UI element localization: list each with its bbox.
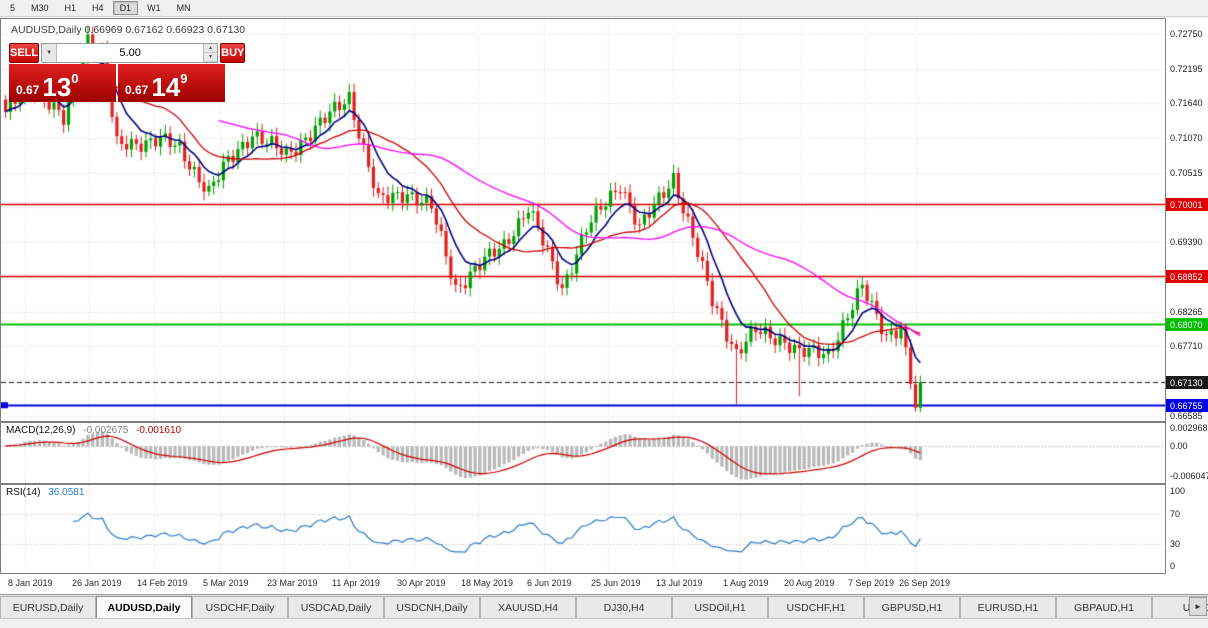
volume-increase-button[interactable]: ▲: [204, 44, 218, 53]
price-axis-label: 0.66585: [1170, 411, 1203, 421]
one-click-trading-panel: SELL ▼ ▲ ▼ BUY 0.67 13 0 0: [9, 43, 246, 102]
chart-tab-xauusd-h4[interactable]: XAUUSD,H4: [480, 596, 576, 619]
macd-name: MACD(12,26,9): [6, 425, 76, 436]
macd-axis-label: 0.00: [1170, 441, 1188, 451]
time-label: 25 Jun 2019: [591, 578, 641, 588]
price-axis-label: 0.72195: [1170, 64, 1203, 74]
buy-price-big: 14: [151, 72, 181, 102]
rsi-axis-label: 0: [1170, 561, 1176, 571]
time-label: 23 Mar 2019: [267, 578, 318, 588]
price-axis-label: 0.72750: [1170, 29, 1203, 39]
macd-label-row: MACD(12,26,9) -0.002675 -0.001610: [6, 425, 181, 436]
rsi-label-row: RSI(14) 36.0581: [6, 487, 84, 498]
time-axis: 8 Jan 2019 26 Jan 2019 14 Feb 2019 5 Mar 20…: [0, 574, 1208, 594]
price-axis-label: 0.70515: [1170, 168, 1203, 178]
rsi-axis-label: 30: [1170, 539, 1181, 549]
time-label: 5 Mar 2019: [203, 578, 249, 588]
chart-tab-gbpaud-h1[interactable]: GBPAUD,H1: [1056, 596, 1152, 619]
buy-button[interactable]: BUY: [220, 43, 246, 63]
volume-control: ▼ ▲ ▼: [41, 43, 219, 63]
tab-scroll-right-button[interactable]: ►: [1189, 597, 1207, 616]
volume-decrease-button[interactable]: ▼: [204, 53, 218, 62]
time-label: 20 Aug 2019: [784, 578, 835, 588]
buy-price-small: 0.67: [125, 83, 149, 97]
period-button-w1[interactable]: W1: [147, 3, 161, 13]
buy-price-display[interactable]: 0.67 14 9: [118, 64, 225, 102]
chart-tab-eurusd-daily[interactable]: EURUSD,Daily: [0, 596, 96, 619]
price-axis-label: 0.71070: [1170, 133, 1203, 143]
rsi-indicator-pane: RSI(14) 36.0581: [0, 484, 1166, 574]
time-label: 13 Jul 2019: [656, 578, 703, 588]
macd-main-value: -0.002675: [83, 425, 129, 436]
period-button-h4[interactable]: H4: [92, 3, 104, 13]
chart-ohlc-title: AUDUSD,Daily 0.66969 0.67162 0.66923 0.6…: [11, 24, 246, 36]
price-level-badge: 0.66755: [1166, 399, 1208, 412]
price-chart-pane: AUDUSD,Daily 0.66969 0.67162 0.66923 0.6…: [0, 18, 1166, 422]
rsi-axis-label: 70: [1170, 509, 1181, 519]
chart-tab-eurusd-h1[interactable]: EURUSD,H1: [960, 596, 1056, 619]
period-button-d1[interactable]: D1: [112, 1, 139, 15]
sell-price-display[interactable]: 0.67 13 0: [9, 64, 116, 102]
chart-tab-usdcad-daily[interactable]: USDCAD,Daily: [288, 596, 384, 619]
volume-dropdown-icon[interactable]: ▼: [42, 44, 58, 62]
sell-price-sup: 0: [71, 71, 79, 86]
price-axis-label: 0.67710: [1170, 341, 1203, 351]
time-label: 26 Sep 2019: [899, 578, 951, 588]
price-axis-label: 0.68265: [1170, 307, 1203, 317]
price-axis-label: 0.69390: [1170, 237, 1203, 247]
period-button-m30[interactable]: M30: [31, 3, 49, 13]
rsi-canvas[interactable]: [1, 485, 1165, 573]
period-button-mn[interactable]: MN: [176, 3, 191, 13]
rsi-name: RSI(14): [6, 487, 41, 498]
macd-canvas[interactable]: [1, 423, 1165, 483]
chart-tab-usdchf-h1[interactable]: USDCHF,H1: [768, 596, 864, 619]
time-label: 26 Jan 2019: [72, 578, 122, 588]
buy-price-sup: 9: [180, 71, 188, 86]
time-label: 30 Apr 2019: [397, 578, 446, 588]
trade-buttons-row: SELL ▼ ▲ ▼ BUY: [9, 43, 246, 63]
time-label: 8 Jan 2019: [8, 578, 53, 588]
chart-tab-bar: EURUSD,Daily AUDUSD,Daily USDCHF,Daily USDC…: [0, 594, 1208, 619]
chart-tab-usdoil-h1[interactable]: USDOil,H1: [672, 596, 768, 619]
macd-axis-label: -0.006047: [1170, 471, 1208, 481]
price-level-badge: 0.67130: [1166, 376, 1208, 389]
time-label: 6 Jun 2019: [527, 578, 572, 588]
timeframe-toolbar: 5 M30 H1 H4 D1 W1 MN: [0, 0, 1208, 17]
chart-tab-audusd-daily[interactable]: AUDUSD,Daily: [96, 596, 192, 619]
chart-tab-usdchf-daily[interactable]: USDCHF,Daily: [192, 596, 288, 619]
price-axis: 0.72750 0.72195 0.71640 0.71070 0.70515 0.693…: [1166, 18, 1208, 574]
time-label: 7 Sep 2019: [848, 578, 895, 588]
chart-tab-gbpusd-h1[interactable]: GBPUSD,H1: [864, 596, 960, 619]
macd-indicator-pane: MACD(12,26,9) -0.002675 -0.001610: [0, 422, 1166, 484]
time-label: 14 Feb 2019: [137, 578, 188, 588]
macd-axis-label: 0.002968: [1170, 423, 1208, 433]
price-level-badge: 0.70001: [1166, 198, 1208, 211]
volume-input[interactable]: [57, 44, 204, 62]
period-button-h1[interactable]: H1: [64, 3, 77, 13]
chart-tab-dj30-h4[interactable]: DJ30,H4: [576, 596, 672, 619]
price-axis-label: 0.71640: [1170, 98, 1203, 108]
price-level-badge: 0.68070: [1166, 318, 1208, 331]
sell-price-small: 0.67: [16, 83, 40, 97]
macd-signal-value: -0.001610: [136, 425, 182, 436]
rsi-axis-label: 100: [1170, 486, 1186, 496]
rsi-value: 36.0581: [48, 487, 85, 498]
sell-button[interactable]: SELL: [9, 43, 40, 63]
time-label: 1 Aug 2019: [723, 578, 769, 588]
period-button-5[interactable]: 5: [10, 3, 16, 13]
price-level-badge: 0.68852: [1166, 270, 1208, 283]
time-label: 18 May 2019: [461, 578, 514, 588]
time-label: 11 Apr 2019: [332, 578, 380, 588]
chart-tab-usdcnh-daily[interactable]: USDCNH,Daily: [384, 596, 480, 619]
trade-prices-row: 0.67 13 0 0.67 14 9: [9, 64, 225, 102]
sell-price-big: 13: [42, 72, 72, 102]
volume-spinner: ▲ ▼: [203, 44, 218, 62]
status-bar: [0, 618, 1208, 628]
